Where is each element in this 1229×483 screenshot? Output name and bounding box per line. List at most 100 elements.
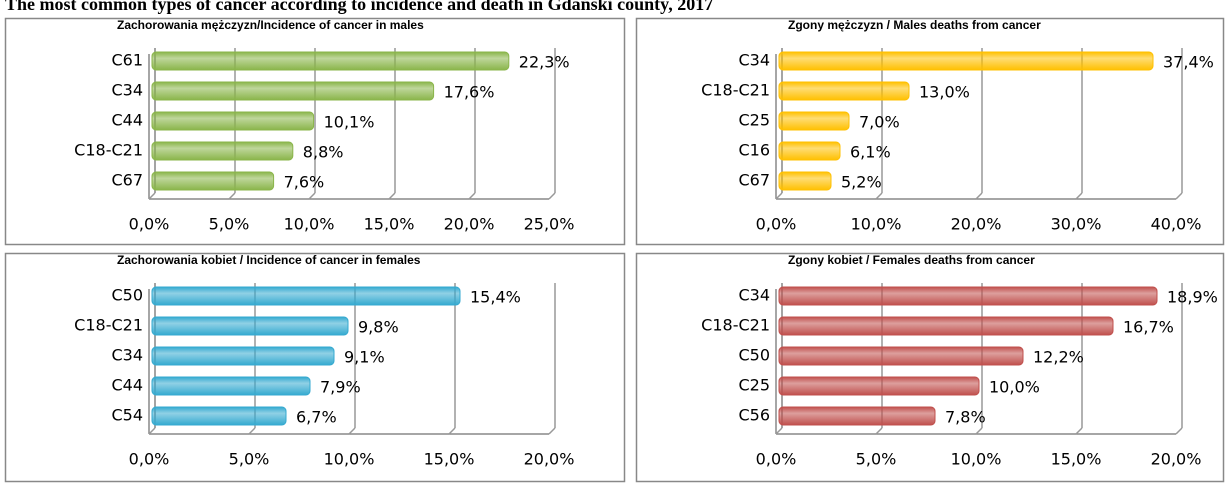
y-tick-label: C25 <box>738 376 770 395</box>
x-tick-label: 20,0% <box>1151 450 1202 469</box>
grid-line <box>975 427 983 435</box>
grid-line <box>308 192 316 200</box>
bar <box>778 51 1154 71</box>
grid-line <box>228 192 236 200</box>
value-label: 7,0% <box>859 113 900 132</box>
x-tick-label: 15,0% <box>424 450 475 469</box>
bar <box>151 286 461 306</box>
value-label: 10,1% <box>324 113 375 132</box>
value-label: 15,4% <box>470 288 521 307</box>
grid-line <box>548 192 556 200</box>
chart-title: Zgony kobiet / Females deaths from cance… <box>788 253 1035 267</box>
y-tick-label: C18-C21 <box>74 141 143 160</box>
grid-line <box>1175 192 1183 200</box>
grid-line <box>148 427 156 435</box>
value-label: 16,7% <box>1123 318 1174 337</box>
y-tick-label: C67 <box>111 171 143 190</box>
y-tick-label: C16 <box>738 141 770 160</box>
value-label: 6,7% <box>296 408 337 427</box>
bar <box>151 376 311 396</box>
y-tick-label: C50 <box>738 346 770 365</box>
y-tick-label: C54 <box>111 406 143 425</box>
x-tick-label: 10,0% <box>324 450 375 469</box>
x-tick-label: 15,0% <box>364 215 415 234</box>
x-tick-label: 25,0% <box>524 215 575 234</box>
grid-line <box>875 427 883 435</box>
x-tick-label: 30,0% <box>1051 215 1102 234</box>
bar <box>151 81 435 101</box>
value-label: 18,9% <box>1167 288 1218 307</box>
bar <box>778 316 1114 336</box>
x-tick-label: 0,0% <box>129 450 170 469</box>
value-label: 8,8% <box>303 143 344 162</box>
x-tick-label: 10,0% <box>284 215 335 234</box>
grid-line <box>148 192 156 200</box>
grid-line <box>448 427 456 435</box>
value-label: 9,8% <box>358 318 399 337</box>
chart-title: Zachorowania kobiet / Incidence of cance… <box>117 253 421 267</box>
bar <box>151 346 335 366</box>
grid-line <box>875 192 883 200</box>
grid-line <box>348 427 356 435</box>
x-tick-label: 20,0% <box>524 450 575 469</box>
x-tick-label: 0,0% <box>756 215 797 234</box>
bar <box>778 406 936 426</box>
y-tick-label: C44 <box>111 111 143 130</box>
x-tick-label: 5,0% <box>856 450 897 469</box>
value-label: 22,3% <box>519 53 570 72</box>
bar <box>151 141 294 161</box>
x-tick-label: 10,0% <box>951 450 1002 469</box>
value-label: 5,2% <box>841 173 882 192</box>
y-tick-label: C50 <box>111 286 143 305</box>
y-tick-label: C25 <box>738 111 770 130</box>
y-tick-label: C34 <box>738 51 770 70</box>
grid-line <box>1075 427 1083 435</box>
value-label: 7,8% <box>945 408 986 427</box>
grid-line <box>775 427 783 435</box>
bar <box>778 171 832 191</box>
value-label: 9,1% <box>344 348 385 367</box>
y-tick-label: C18-C21 <box>701 81 770 100</box>
bar <box>778 111 850 131</box>
value-label: 17,6% <box>444 83 495 102</box>
x-tick-label: 40,0% <box>1151 215 1202 234</box>
bar <box>778 286 1158 306</box>
grid-line <box>548 427 556 435</box>
value-label: 13,0% <box>919 83 970 102</box>
bar <box>151 316 349 336</box>
bar <box>778 346 1024 366</box>
bar <box>151 171 275 191</box>
y-tick-label: C34 <box>111 346 143 365</box>
chart-title: Zgony mężczyzn / Males deaths from cance… <box>788 18 1041 32</box>
y-tick-label: C67 <box>738 171 770 190</box>
y-tick-label: C34 <box>111 81 143 100</box>
y-tick-label: C56 <box>738 406 770 425</box>
page-title: The most common types of cancer accordin… <box>5 0 713 14</box>
y-tick-label: C44 <box>111 376 143 395</box>
value-label: 7,6% <box>284 173 325 192</box>
y-tick-label: C18-C21 <box>701 316 770 335</box>
bar <box>778 376 980 396</box>
y-tick-label: C18-C21 <box>74 316 143 335</box>
x-tick-label: 10,0% <box>851 215 902 234</box>
x-tick-label: 20,0% <box>951 215 1002 234</box>
bar <box>778 141 841 161</box>
y-tick-label: C34 <box>738 286 770 305</box>
x-tick-label: 20,0% <box>444 215 495 234</box>
y-tick-label: C61 <box>111 51 143 70</box>
bar <box>151 111 315 131</box>
grid-line <box>1175 427 1183 435</box>
value-label: 37,4% <box>1163 53 1214 72</box>
x-tick-label: 0,0% <box>129 215 170 234</box>
grid-line <box>468 192 476 200</box>
grid-line <box>975 192 983 200</box>
chart-title: Zachorowania mężczyzn/Incidence of cance… <box>117 18 424 32</box>
value-label: 6,1% <box>850 143 891 162</box>
value-label: 7,9% <box>320 378 361 397</box>
grid-line <box>775 192 783 200</box>
x-tick-label: 0,0% <box>756 450 797 469</box>
value-label: 12,2% <box>1033 348 1084 367</box>
bar <box>151 406 287 426</box>
x-tick-label: 5,0% <box>229 450 270 469</box>
